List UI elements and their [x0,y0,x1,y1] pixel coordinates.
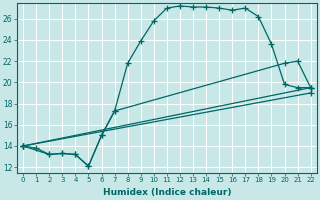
X-axis label: Humidex (Indice chaleur): Humidex (Indice chaleur) [103,188,231,197]
